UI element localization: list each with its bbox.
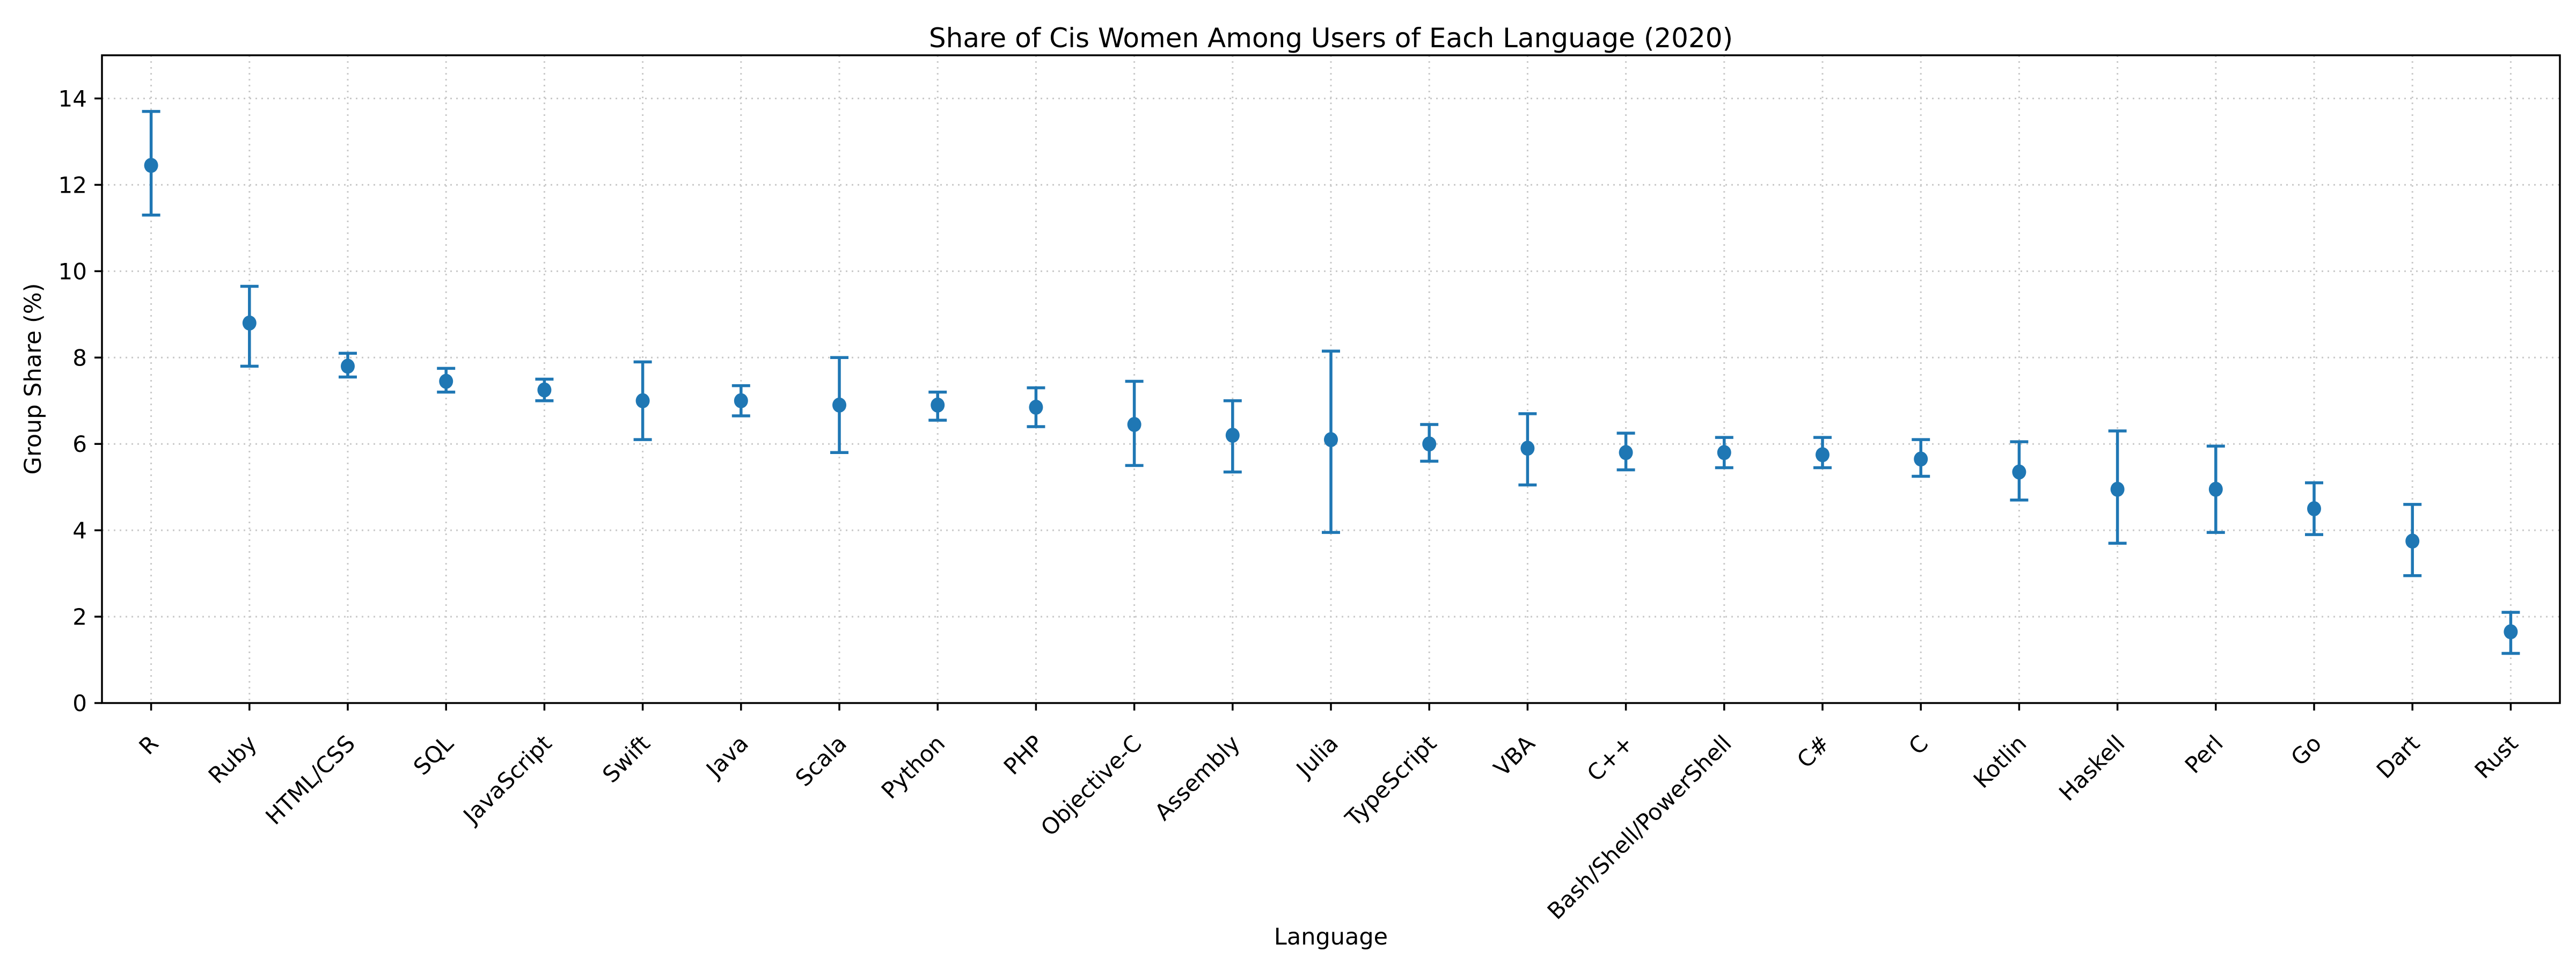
x-tick-label: Objective-C (1036, 730, 1147, 841)
data-point-marker (635, 393, 650, 408)
x-tick-label: Rust (2470, 730, 2523, 784)
data-point-marker (439, 374, 453, 389)
data-point (1813, 436, 1832, 470)
x-tick-label: Assembly (1150, 730, 1245, 825)
data-point-marker (2012, 464, 2026, 480)
data-point (339, 352, 357, 379)
data-point (2501, 611, 2520, 655)
data-point (1518, 412, 1537, 487)
chart-title: Share of Cis Women Among Users of Each L… (929, 23, 1733, 54)
y-tick-label: 0 (72, 690, 87, 716)
x-tick-label: C# (1792, 730, 1835, 773)
x-tick-label: HTML/CSS (260, 730, 360, 830)
data-layer (142, 109, 2520, 655)
x-tick-label: Dart (2372, 730, 2425, 784)
x-tick-label: Haskell (2054, 730, 2130, 806)
y-axis-label: Group Share (%) (20, 283, 47, 475)
x-tick-label: Kotlin (1968, 730, 2032, 793)
data-point-marker (1422, 436, 1437, 452)
data-point (240, 284, 259, 368)
data-point-marker (2504, 624, 2518, 640)
x-tick-label: Ruby (203, 730, 262, 788)
x-tick-label: R (134, 730, 163, 759)
data-point-marker (931, 397, 945, 413)
data-point (2403, 503, 2422, 577)
data-point (1912, 438, 1930, 478)
data-point-marker (1619, 445, 1633, 460)
data-point (1125, 379, 1144, 467)
data-point (1322, 349, 1340, 534)
data-point (928, 390, 947, 422)
data-point-marker (341, 358, 355, 374)
data-point (2010, 440, 2029, 502)
data-point-marker (1029, 399, 1043, 415)
y-tick-label: 4 (72, 517, 87, 544)
y-tick-label: 2 (72, 604, 87, 630)
plot-border (101, 54, 2561, 704)
x-tick-label: Julia (1290, 730, 1343, 783)
data-point-marker (1717, 445, 1731, 460)
x-tick-label: C++ (1582, 730, 1638, 786)
data-point (142, 109, 160, 217)
data-point (437, 367, 456, 394)
x-axis-label: Language (1274, 924, 1388, 950)
y-tick-label: 6 (72, 431, 87, 457)
y-tick-label: 8 (72, 345, 87, 371)
x-tick-label: Perl (2180, 730, 2228, 778)
data-point-marker (242, 315, 257, 331)
x-tick-label: Java (700, 730, 753, 784)
data-point-marker (734, 393, 748, 408)
y-tick-label: 10 (58, 258, 87, 284)
data-point (1616, 431, 1635, 472)
data-point-marker (1127, 416, 1141, 432)
data-point-marker (1324, 432, 1338, 448)
data-point-marker (2405, 533, 2420, 549)
data-point-marker (2110, 481, 2125, 497)
x-tick-label: Python (876, 730, 950, 804)
data-point (1027, 386, 1045, 428)
data-point-marker (144, 158, 158, 173)
data-point (535, 377, 554, 402)
data-point-marker (537, 382, 552, 398)
data-point (2206, 444, 2225, 534)
data-point-marker (832, 397, 846, 413)
y-tick-label: 12 (58, 172, 87, 198)
data-point-marker (1816, 447, 1829, 463)
data-point (1715, 436, 1733, 470)
data-point (2305, 481, 2323, 536)
x-tick-label: C (1904, 730, 1933, 759)
x-tick-label: Bash/Shell/PowerShell (1542, 730, 1737, 924)
data-point-marker (2307, 501, 2321, 516)
x-tick-label: TypeScript (1340, 730, 1442, 832)
data-point-marker (1914, 451, 1928, 467)
data-point-marker (2208, 481, 2223, 497)
y-tick-label: 14 (58, 85, 87, 112)
data-point-marker (1520, 441, 1535, 456)
x-tick-label: SQL (408, 730, 459, 780)
data-point (731, 384, 750, 418)
x-tick-label: Scala (791, 730, 852, 791)
data-point (1223, 399, 1242, 474)
x-tick-label: PHP (999, 730, 1049, 780)
x-tick-label: Go (2286, 730, 2326, 771)
x-tick-label: JavaScript (457, 730, 557, 830)
data-point (830, 356, 848, 455)
data-point (1420, 423, 1439, 463)
x-tick-label: VBA (1489, 730, 1540, 781)
x-tick-label: Swift (597, 730, 655, 788)
data-point (2108, 429, 2127, 545)
data-point-marker (1225, 428, 1240, 443)
data-point (633, 360, 652, 441)
